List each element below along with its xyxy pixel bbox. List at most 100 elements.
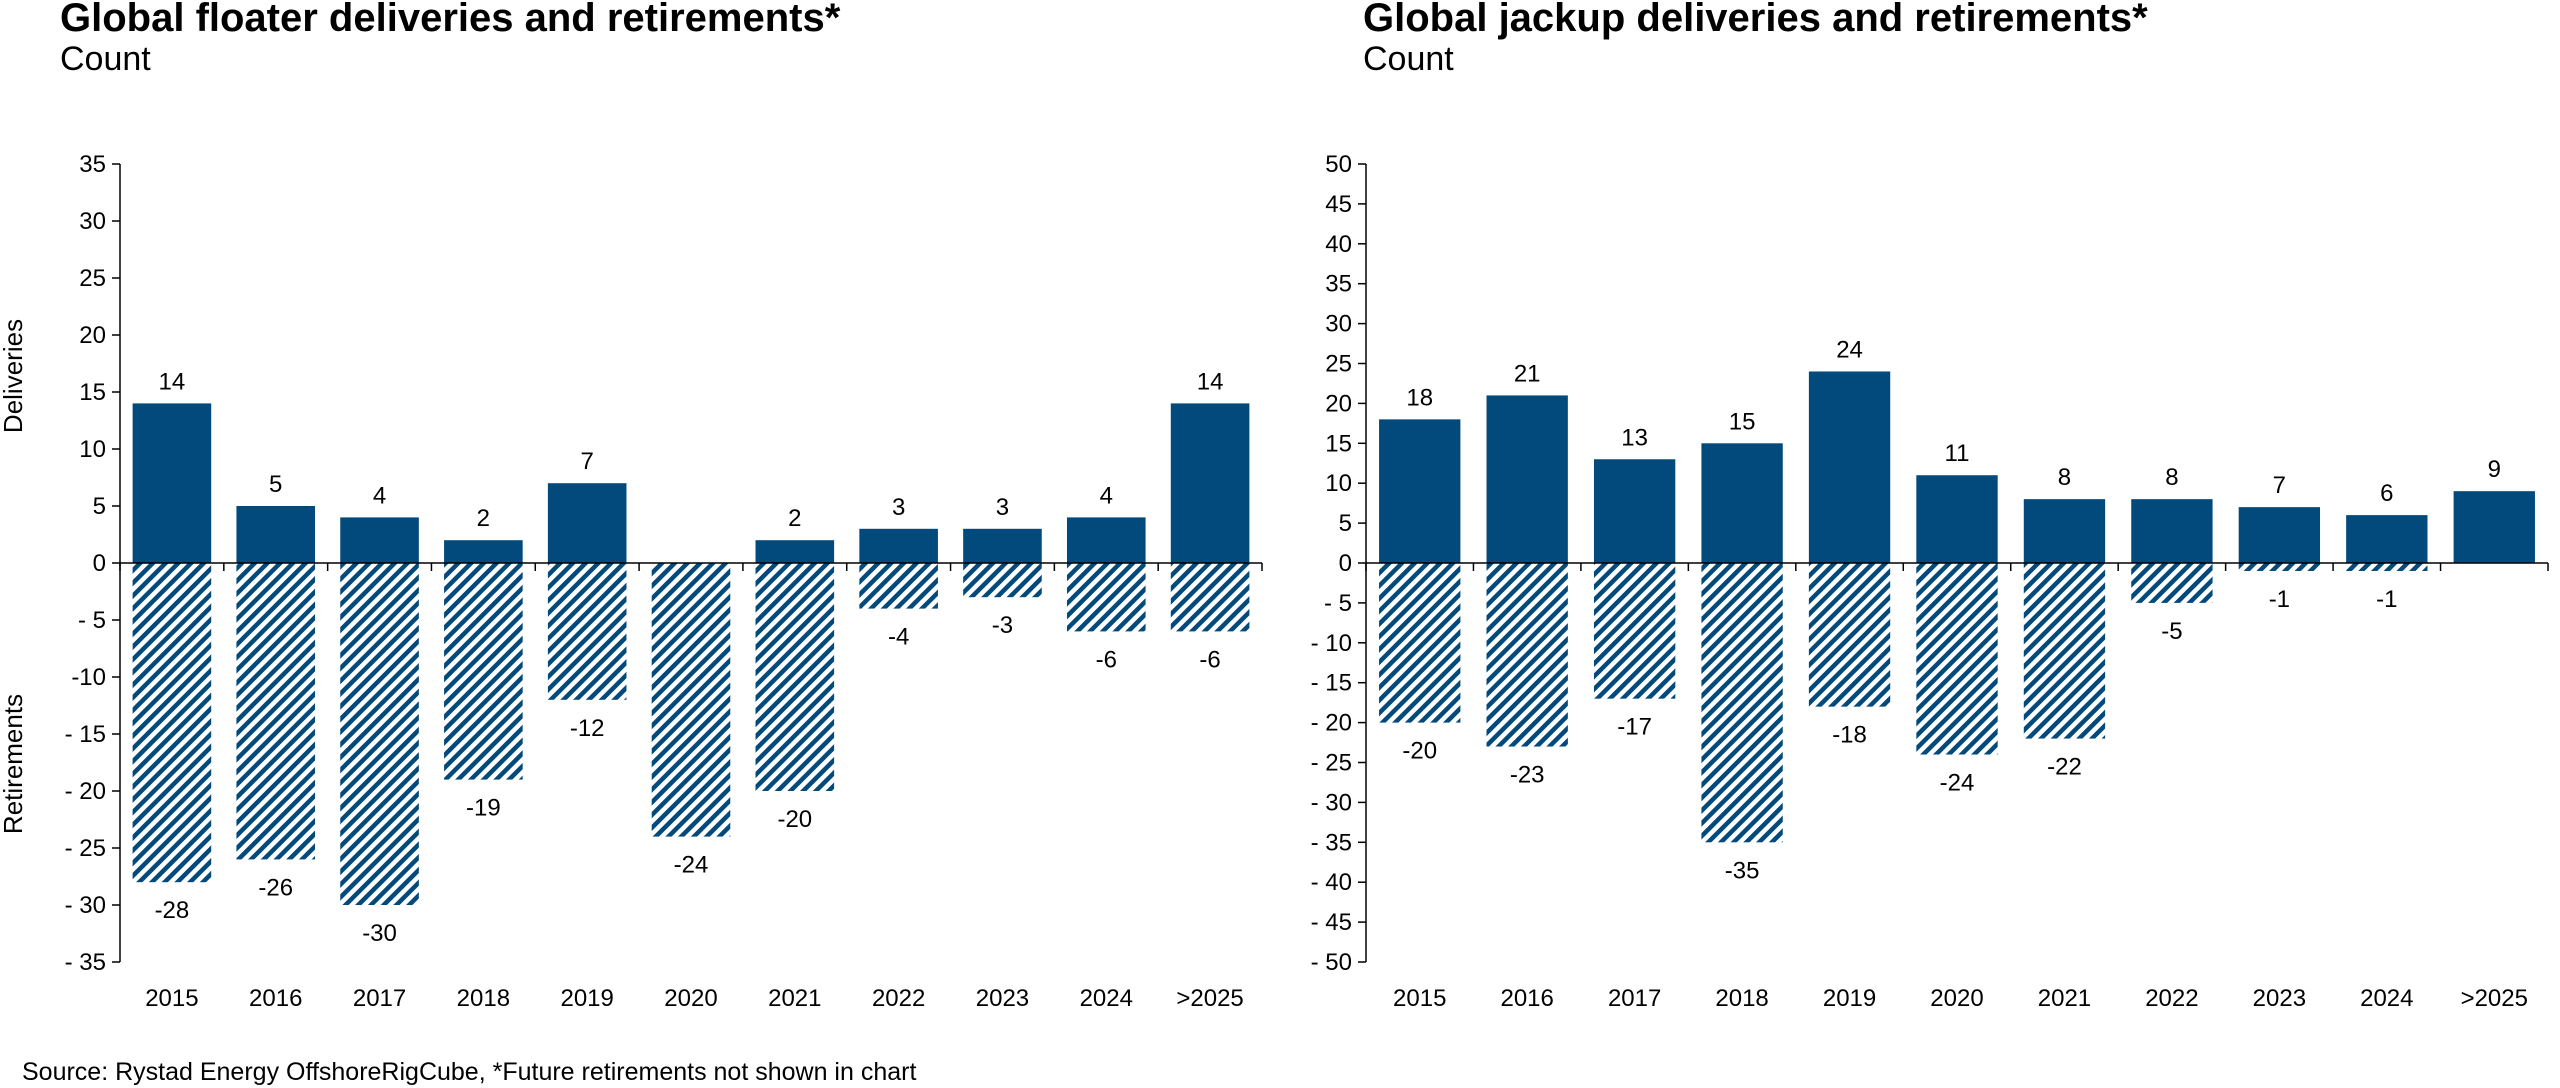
delivery-data-label: 5 — [269, 471, 282, 498]
delivery-data-label: 6 — [2380, 480, 2393, 507]
delivery-bar — [2346, 515, 2428, 563]
retirement-data-label: -6 — [1096, 646, 1117, 673]
delivery-data-label: 14 — [1197, 368, 1224, 395]
retirement-data-label: -5 — [2161, 618, 2182, 645]
retirement-bar — [1593, 563, 1676, 699]
retirement-data-label: -4 — [888, 624, 909, 651]
delivery-bar — [2023, 499, 2106, 563]
y-tick-label: -10 — [71, 664, 106, 691]
y-axis-label-deliveries: Deliveries — [0, 319, 28, 433]
delivery-bar — [236, 506, 316, 563]
retirement-data-label: -12 — [570, 715, 605, 742]
retirement-data-label: -23 — [1510, 762, 1545, 789]
y-tick-label: 0 — [1339, 550, 1352, 577]
delivery-bar — [547, 483, 627, 563]
y-tick-label: 5 — [1339, 510, 1352, 537]
retirement-data-label: -19 — [466, 795, 501, 822]
x-tick-label: 2020 — [664, 985, 717, 1012]
y-tick-label: 40 — [1325, 231, 1352, 258]
y-tick-label: - 50 — [1311, 949, 1352, 976]
delivery-data-label: 15 — [1729, 408, 1756, 435]
delivery-data-label: 24 — [1836, 336, 1863, 363]
y-tick-label: 10 — [79, 436, 106, 463]
y-tick-label: - 25 — [65, 835, 106, 862]
y-tick-label: 0 — [93, 550, 106, 577]
retirement-data-label: -1 — [2269, 586, 2290, 613]
x-tick-label: 2024 — [2360, 985, 2413, 1012]
x-tick-label: 2021 — [2038, 985, 2091, 1012]
retirement-bar — [1170, 563, 1250, 632]
y-tick-label: 25 — [1325, 351, 1352, 378]
delivery-data-label: 13 — [1621, 424, 1648, 451]
y-tick-label: - 35 — [1311, 829, 1352, 856]
y-tick-label: 10 — [1325, 470, 1352, 497]
y-tick-label: - 20 — [1311, 710, 1352, 737]
retirement-data-label: -24 — [1940, 770, 1975, 797]
x-tick-label: 2019 — [1823, 985, 1876, 1012]
retirement-bar — [859, 563, 938, 609]
delivery-bar — [1593, 459, 1676, 563]
retirement-bar — [132, 563, 212, 883]
x-tick-label: 2022 — [2145, 985, 2198, 1012]
delivery-bar — [963, 528, 1042, 563]
y-tick-label: 15 — [1325, 430, 1352, 457]
x-tick-label: 2016 — [1500, 985, 1553, 1012]
delivery-bar — [444, 540, 523, 563]
x-tick-label: 2018 — [1715, 985, 1768, 1012]
delivery-data-label: 8 — [2165, 464, 2178, 491]
x-tick-label: 2023 — [976, 985, 1029, 1012]
retirement-bar — [2023, 563, 2106, 739]
y-tick-label: - 5 — [78, 607, 106, 634]
y-tick-label: 50 — [1325, 151, 1352, 178]
chart-subtitle: Count — [1363, 40, 1454, 78]
y-axis-label-retirements: Retirements — [0, 694, 28, 834]
delivery-data-label: 4 — [373, 482, 386, 509]
retirement-bar — [1486, 563, 1568, 747]
retirement-bar — [236, 563, 316, 860]
x-tick-label: 2021 — [768, 985, 821, 1012]
retirement-data-label: -30 — [362, 920, 397, 947]
retirement-bar — [2238, 563, 2321, 571]
y-tick-label: - 10 — [1311, 630, 1352, 657]
y-tick-label: - 35 — [65, 949, 106, 976]
source-note: Source: Rystad Energy OffshoreRigCube, *… — [22, 1058, 917, 1086]
y-tick-label: 20 — [79, 322, 106, 349]
y-tick-label: - 30 — [1311, 789, 1352, 816]
x-tick-label: 2020 — [1930, 985, 1983, 1012]
delivery-data-label: 2 — [788, 505, 801, 532]
x-tick-label: 2018 — [457, 985, 510, 1012]
retirement-bar — [1916, 563, 1998, 755]
delivery-data-label: 18 — [1406, 384, 1433, 411]
y-tick-label: 20 — [1325, 390, 1352, 417]
delivery-data-label: 4 — [1100, 482, 1113, 509]
retirement-data-label: -20 — [1402, 738, 1437, 765]
y-tick-label: - 15 — [65, 721, 106, 748]
retirement-data-label: -17 — [1617, 714, 1652, 741]
x-tick-label: 2017 — [353, 985, 406, 1012]
retirement-bar — [1379, 563, 1461, 723]
retirement-bar — [651, 563, 731, 837]
y-tick-label: - 25 — [1311, 750, 1352, 777]
delivery-bar — [1486, 395, 1568, 563]
retirement-bar — [340, 563, 419, 905]
floater-chart-panel: Global floater deliveries and retirement… — [0, 0, 1280, 1040]
y-tick-label: 25 — [79, 265, 106, 292]
retirement-bar — [755, 563, 835, 791]
delivery-bar — [1170, 403, 1250, 563]
y-tick-label: - 20 — [65, 778, 106, 805]
delivery-data-label: 21 — [1514, 360, 1541, 387]
retirement-data-label: -3 — [992, 612, 1013, 639]
y-tick-label: - 40 — [1311, 869, 1352, 896]
retirement-bar — [963, 563, 1042, 598]
retirement-bar — [2131, 563, 2213, 603]
delivery-bar — [1701, 443, 1783, 563]
retirement-data-label: -26 — [258, 874, 293, 901]
delivery-data-label: 7 — [581, 448, 594, 475]
x-tick-label: >2025 — [1176, 985, 1243, 1012]
delivery-bar — [1066, 517, 1146, 563]
x-tick-label: 2019 — [560, 985, 613, 1012]
y-tick-label: 35 — [79, 151, 106, 178]
y-tick-label: 45 — [1325, 191, 1352, 218]
retirement-bar — [444, 563, 523, 780]
